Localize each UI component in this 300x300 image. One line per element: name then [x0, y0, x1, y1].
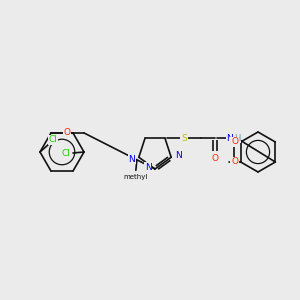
- Text: Cl: Cl: [61, 149, 70, 158]
- Text: Cl: Cl: [49, 136, 57, 145]
- Text: O: O: [64, 128, 70, 137]
- Text: N: N: [128, 155, 135, 164]
- Text: N: N: [145, 163, 152, 172]
- Text: methyl: methyl: [124, 174, 148, 180]
- Text: H: H: [234, 134, 240, 143]
- Text: O: O: [231, 137, 238, 146]
- Text: S: S: [181, 134, 187, 143]
- Text: N: N: [226, 134, 233, 143]
- Text: O: O: [231, 158, 238, 166]
- Text: N: N: [175, 151, 181, 160]
- Text: O: O: [212, 154, 218, 163]
